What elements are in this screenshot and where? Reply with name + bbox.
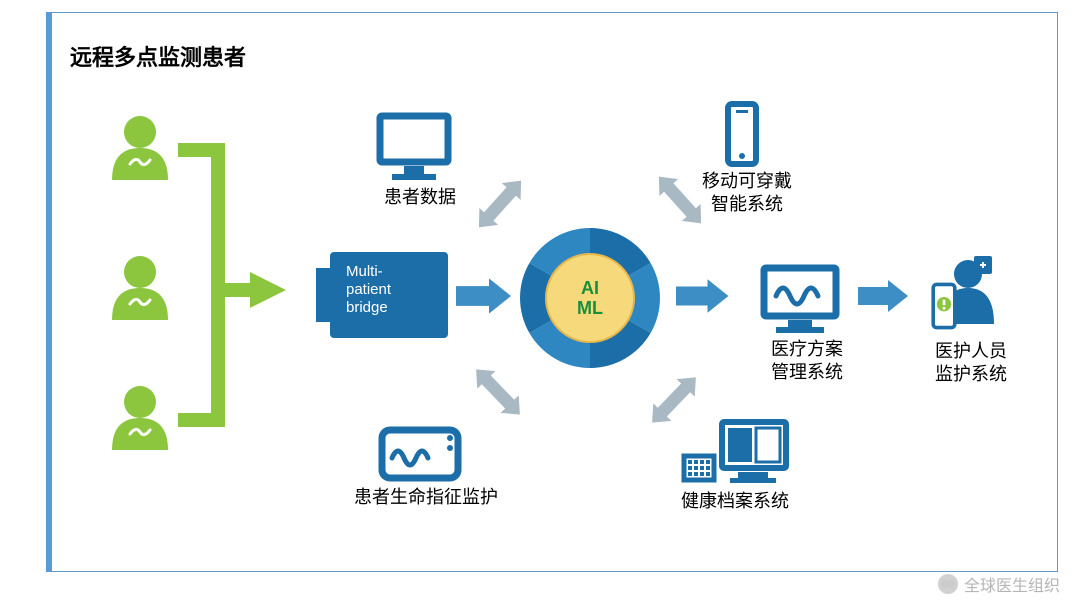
label-wearable: 移动可穿戴 智能系统 <box>682 170 812 217</box>
patient-icon-2 <box>112 256 168 320</box>
patient-icon-3 <box>112 386 168 450</box>
label-staff-l2: 监护系统 <box>935 364 1007 384</box>
diagram-svg: Multi- patient bridge AI ML <box>0 0 1080 608</box>
watermark-text: 全球医生组织 <box>964 572 1060 596</box>
label-patient-data: 患者数据 <box>370 186 470 209</box>
svg-text:Multi-: Multi- <box>346 263 383 280</box>
label-wearable-l2: 智能系统 <box>711 194 783 214</box>
label-staff: 医护人员 监护系统 <box>916 340 1026 387</box>
label-staff-l1: 医护人员 <box>935 341 1007 361</box>
label-plan-l1: 医疗方案 <box>771 339 843 359</box>
patient-data-icon <box>380 116 448 180</box>
vitals-icon <box>382 430 458 478</box>
label-ehr: 健康档案系统 <box>660 490 810 513</box>
patient-icon-1 <box>112 116 168 180</box>
svg-text:ML: ML <box>577 298 603 318</box>
patient-bracket <box>178 150 250 420</box>
arrow-bridge-hub <box>456 278 511 313</box>
label-wearable-l1: 移动可穿戴 <box>702 171 792 191</box>
arrow-plan-staff <box>858 280 908 312</box>
arrow-hub-plan <box>676 279 729 313</box>
label-vitals: 患者生命指征监护 <box>336 486 516 509</box>
bracket-arrowhead <box>250 272 286 308</box>
diagram-stage: 远程多点监测患者 <box>0 0 1080 608</box>
ehr-icon <box>684 422 786 483</box>
watermark: 全球医生组织 <box>938 572 1060 596</box>
svg-text:bridge: bridge <box>346 299 388 316</box>
staff-group <box>933 256 994 328</box>
wechat-icon <box>938 574 958 594</box>
svg-text:AI: AI <box>581 278 599 298</box>
wearable-icon <box>728 104 756 164</box>
label-plan: 医疗方案 管理系统 <box>752 338 862 385</box>
svg-text:patient: patient <box>346 281 392 298</box>
label-plan-l2: 管理系统 <box>771 362 843 382</box>
plan-icon <box>764 268 836 333</box>
